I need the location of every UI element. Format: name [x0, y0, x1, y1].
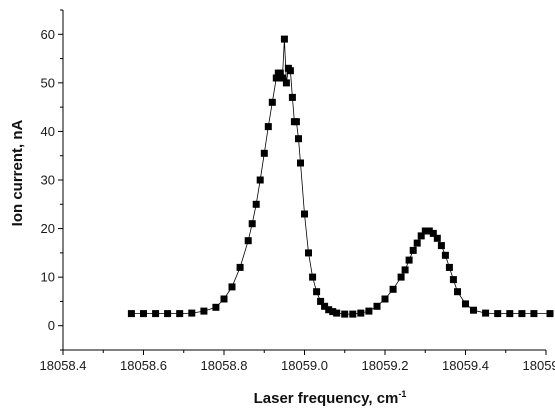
data-point — [389, 285, 397, 293]
data-point — [313, 288, 321, 296]
data-points-group — [127, 35, 554, 318]
x-tick-label: 18058.8 — [201, 358, 248, 373]
data-point — [462, 300, 469, 308]
data-point — [357, 309, 365, 317]
data-point — [188, 309, 196, 317]
data-point — [286, 67, 294, 75]
x-axis-title-text: Laser frequency, cm — [254, 390, 399, 407]
data-point — [445, 263, 453, 271]
data-point — [341, 310, 349, 318]
data-point — [417, 232, 425, 240]
data-point — [152, 310, 160, 318]
x-tick-label: 18059.2 — [362, 358, 409, 373]
data-point — [413, 239, 421, 247]
x-tick-label: 18059.4 — [442, 358, 489, 373]
data-point — [349, 310, 357, 318]
data-point — [228, 283, 236, 291]
data-point — [454, 288, 461, 296]
x-axis-title: Laser frequency, cm-1 — [254, 389, 407, 407]
data-point — [127, 310, 135, 318]
y-tick-label: 0 — [48, 318, 55, 333]
data-point — [421, 227, 429, 235]
data-point — [252, 200, 260, 208]
data-point — [176, 310, 184, 318]
data-point — [429, 229, 437, 237]
data-point — [288, 93, 296, 101]
y-tick-label: 20 — [41, 221, 55, 236]
x-tick-label: 18059.6 — [523, 358, 555, 373]
x-tick-label: 18058.6 — [120, 358, 167, 373]
data-point — [305, 249, 312, 257]
data-point — [482, 309, 490, 317]
axes-group — [62, 10, 546, 351]
y-axis-title: Ion current, nA — [9, 119, 26, 226]
x-tick-label: 18059.0 — [281, 358, 328, 373]
data-point — [317, 297, 325, 305]
data-point — [518, 310, 526, 318]
data-point — [437, 242, 445, 250]
y-tick-label: 10 — [41, 270, 55, 285]
ticks-group: 18058.4 18058.6 18058.8 18059.0 18059.2 18059… — [40, 9, 555, 373]
data-point — [433, 234, 441, 242]
data-point — [260, 149, 268, 157]
data-point — [292, 118, 300, 126]
data-point — [244, 237, 252, 245]
series-line — [131, 39, 550, 315]
data-point — [272, 74, 280, 82]
data-point — [280, 35, 288, 43]
data-point — [264, 123, 272, 131]
data-point — [365, 307, 373, 315]
y-tick-label: 40 — [41, 124, 55, 139]
data-point — [278, 74, 286, 82]
data-point — [200, 307, 208, 315]
data-point — [409, 246, 417, 254]
x-axis-title-superscript: -1 — [398, 389, 406, 399]
data-point — [276, 69, 284, 77]
data-point — [373, 302, 381, 310]
y-tick-label: 30 — [41, 173, 55, 188]
data-point — [248, 220, 256, 228]
data-point — [164, 310, 172, 318]
data-point — [256, 176, 264, 184]
x-tick-label: 18058.4 — [40, 358, 87, 373]
data-point — [321, 302, 329, 310]
data-point — [140, 310, 147, 318]
data-point — [268, 98, 276, 106]
data-point — [425, 227, 433, 235]
data-point — [329, 308, 337, 316]
y-tick-label: 50 — [41, 75, 55, 90]
data-point — [236, 263, 244, 271]
data-point — [295, 135, 302, 143]
data-point — [220, 295, 228, 303]
data-point — [282, 79, 290, 87]
data-point — [470, 306, 477, 314]
series-line-group — [131, 39, 550, 315]
data-point — [297, 159, 304, 167]
y-tick-label: 60 — [41, 27, 55, 42]
data-point — [325, 306, 333, 314]
data-point — [397, 273, 405, 281]
data-point — [212, 303, 220, 311]
data-point — [441, 251, 449, 259]
data-point — [401, 266, 409, 274]
data-point — [530, 310, 538, 318]
data-point — [333, 309, 341, 317]
data-point — [494, 310, 502, 318]
data-point — [506, 310, 514, 318]
data-point — [309, 273, 317, 281]
data-point — [405, 256, 413, 264]
data-point — [301, 210, 308, 218]
data-point — [546, 310, 554, 318]
data-point — [381, 295, 389, 303]
data-point — [449, 276, 457, 284]
